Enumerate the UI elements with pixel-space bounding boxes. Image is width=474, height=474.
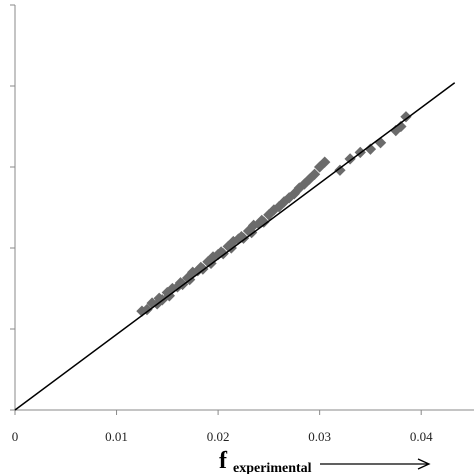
x-tick-label: 0 <box>12 429 19 444</box>
point <box>308 168 321 180</box>
point <box>344 153 356 165</box>
x-tick-label: 0.01 <box>105 429 128 444</box>
fit-line <box>14 82 456 411</box>
point <box>258 216 270 228</box>
x-axis-label: f <box>219 448 228 474</box>
x-tick-label: 0.04 <box>410 429 433 444</box>
point <box>237 232 250 244</box>
x-axis-label-subscript: experimental <box>233 461 312 474</box>
x-tick-label: 0.03 <box>308 429 331 444</box>
point <box>364 143 377 155</box>
point <box>319 156 331 168</box>
x-tick-label: 0.02 <box>207 429 230 444</box>
point <box>334 164 346 176</box>
axis-arrowhead <box>417 458 431 470</box>
point <box>141 303 153 316</box>
